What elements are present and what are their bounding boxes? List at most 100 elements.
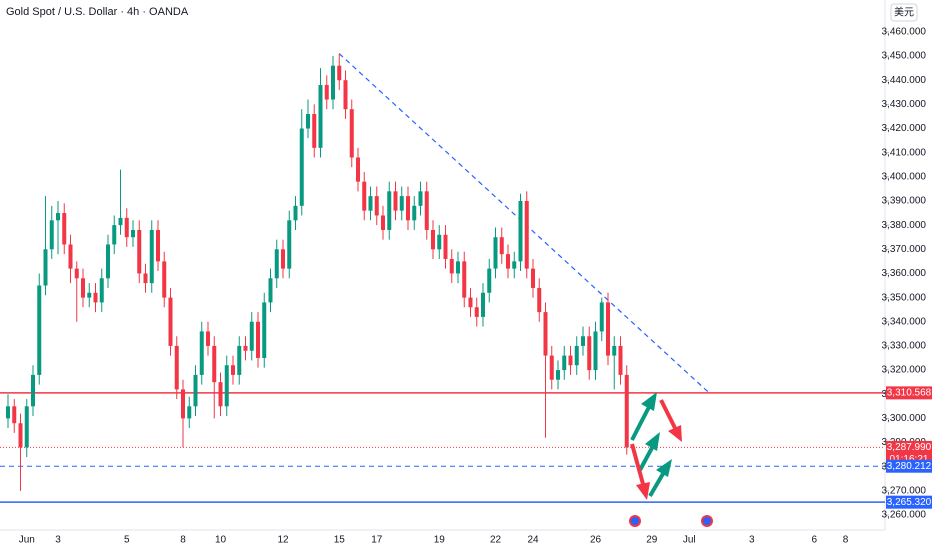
candle-body	[474, 307, 479, 317]
candle-body	[131, 229, 135, 238]
candle-body	[399, 196, 404, 211]
candle-body	[231, 365, 235, 375]
candle-body	[624, 374, 629, 448]
currency-box[interactable]	[890, 3, 918, 22]
price-label: 3,310.568	[887, 388, 932, 399]
candle-body	[418, 191, 423, 206]
candle-body	[368, 196, 373, 211]
candle-body	[31, 374, 35, 407]
candle-body	[506, 254, 510, 269]
y-tick-label: 3,420.000	[882, 123, 927, 134]
arrow	[659, 399, 677, 429]
x-tick-label: Jun	[19, 535, 35, 546]
candle-body	[199, 331, 204, 375]
candle-body	[524, 200, 529, 269]
candle-body	[412, 205, 417, 221]
y-tick-label: 3,410.000	[882, 147, 927, 158]
x-tick-label: Jul	[683, 535, 696, 546]
candle-body	[249, 321, 254, 351]
y-tick-label: 3,300.000	[882, 413, 927, 424]
candle-body	[49, 220, 54, 250]
candle-body	[531, 268, 535, 288]
y-tick-label: 3,260.000	[882, 510, 927, 521]
candle-body	[349, 109, 354, 158]
x-tick-label: 6	[811, 535, 817, 546]
candle-body	[68, 244, 73, 269]
candle-body	[581, 336, 585, 346]
candle-body	[56, 213, 60, 221]
y-tick-label: 3,350.000	[882, 292, 927, 303]
x-tick-label: 8	[843, 535, 849, 546]
arrow	[630, 404, 652, 441]
candle-body	[424, 191, 429, 230]
candle-body	[224, 365, 229, 407]
y-tick-label: 3,390.000	[882, 196, 927, 207]
candle-body	[512, 261, 517, 269]
candle-body	[437, 234, 442, 250]
candle-body	[118, 217, 123, 226]
arrow-head	[636, 482, 650, 500]
candle-body	[87, 292, 92, 298]
x-tick-label: 24	[527, 535, 539, 546]
x-tick-label: 10	[215, 535, 227, 546]
candle-body	[81, 278, 85, 298]
y-tick-label: 3,320.000	[882, 365, 927, 376]
x-tick-label: 3	[55, 535, 61, 546]
candle-body	[499, 237, 504, 255]
candle-body	[99, 278, 104, 303]
event-icon	[703, 517, 711, 525]
candle-body	[487, 268, 492, 293]
arrow-head	[645, 432, 660, 451]
arrow-head	[668, 425, 682, 442]
x-tick-label: 3	[749, 535, 755, 546]
candle-body	[268, 278, 273, 303]
candle-body	[6, 406, 10, 419]
candle-body	[362, 181, 367, 211]
candle-body	[443, 234, 448, 259]
price-label-box	[886, 386, 932, 400]
candle-body	[312, 114, 317, 148]
candle-body	[562, 355, 567, 371]
arrow-head	[656, 459, 672, 477]
candle-body	[612, 345, 617, 356]
candle-body	[431, 229, 435, 250]
candle-body	[549, 355, 554, 380]
y-tick-label: 3,270.000	[882, 486, 927, 497]
x-tick-label: 22	[490, 535, 502, 546]
candle-body	[24, 406, 29, 448]
candle-body	[331, 65, 335, 100]
candle-body	[568, 355, 573, 366]
candle-body	[537, 287, 542, 313]
x-tick-label: 19	[434, 535, 446, 546]
candle-body	[481, 292, 485, 317]
candle-body	[343, 80, 348, 110]
y-tick-label: 3,360.000	[882, 268, 927, 279]
chart-title: Gold Spot / U.S. Dollar · 4h · OANDA	[6, 6, 189, 18]
candle-body	[12, 406, 17, 424]
candle-body	[374, 196, 379, 216]
candle-body	[93, 292, 98, 303]
price-label: 3,287.990	[887, 442, 932, 453]
arrow	[648, 470, 666, 498]
candle-body	[493, 237, 498, 269]
x-tick-label: 8	[180, 535, 186, 546]
y-tick-label: 3,330.000	[882, 341, 927, 352]
y-tick-label: 3,380.000	[882, 220, 927, 231]
candle-body	[74, 268, 79, 279]
candle-body	[174, 345, 179, 390]
arrow	[638, 445, 655, 471]
candle-body	[337, 65, 342, 81]
y-tick-label: 3,460.000	[882, 27, 927, 38]
candle-body	[256, 321, 260, 359]
trendline	[338, 53, 709, 393]
candle-body	[449, 258, 454, 274]
x-tick-label: 12	[277, 535, 289, 546]
candle-body	[156, 229, 160, 262]
currency: 美元	[894, 6, 914, 19]
candle-body	[606, 302, 610, 356]
candle-body	[212, 345, 217, 383]
candle-body	[599, 302, 604, 332]
candle-body	[543, 312, 548, 356]
candle-body	[287, 220, 292, 269]
